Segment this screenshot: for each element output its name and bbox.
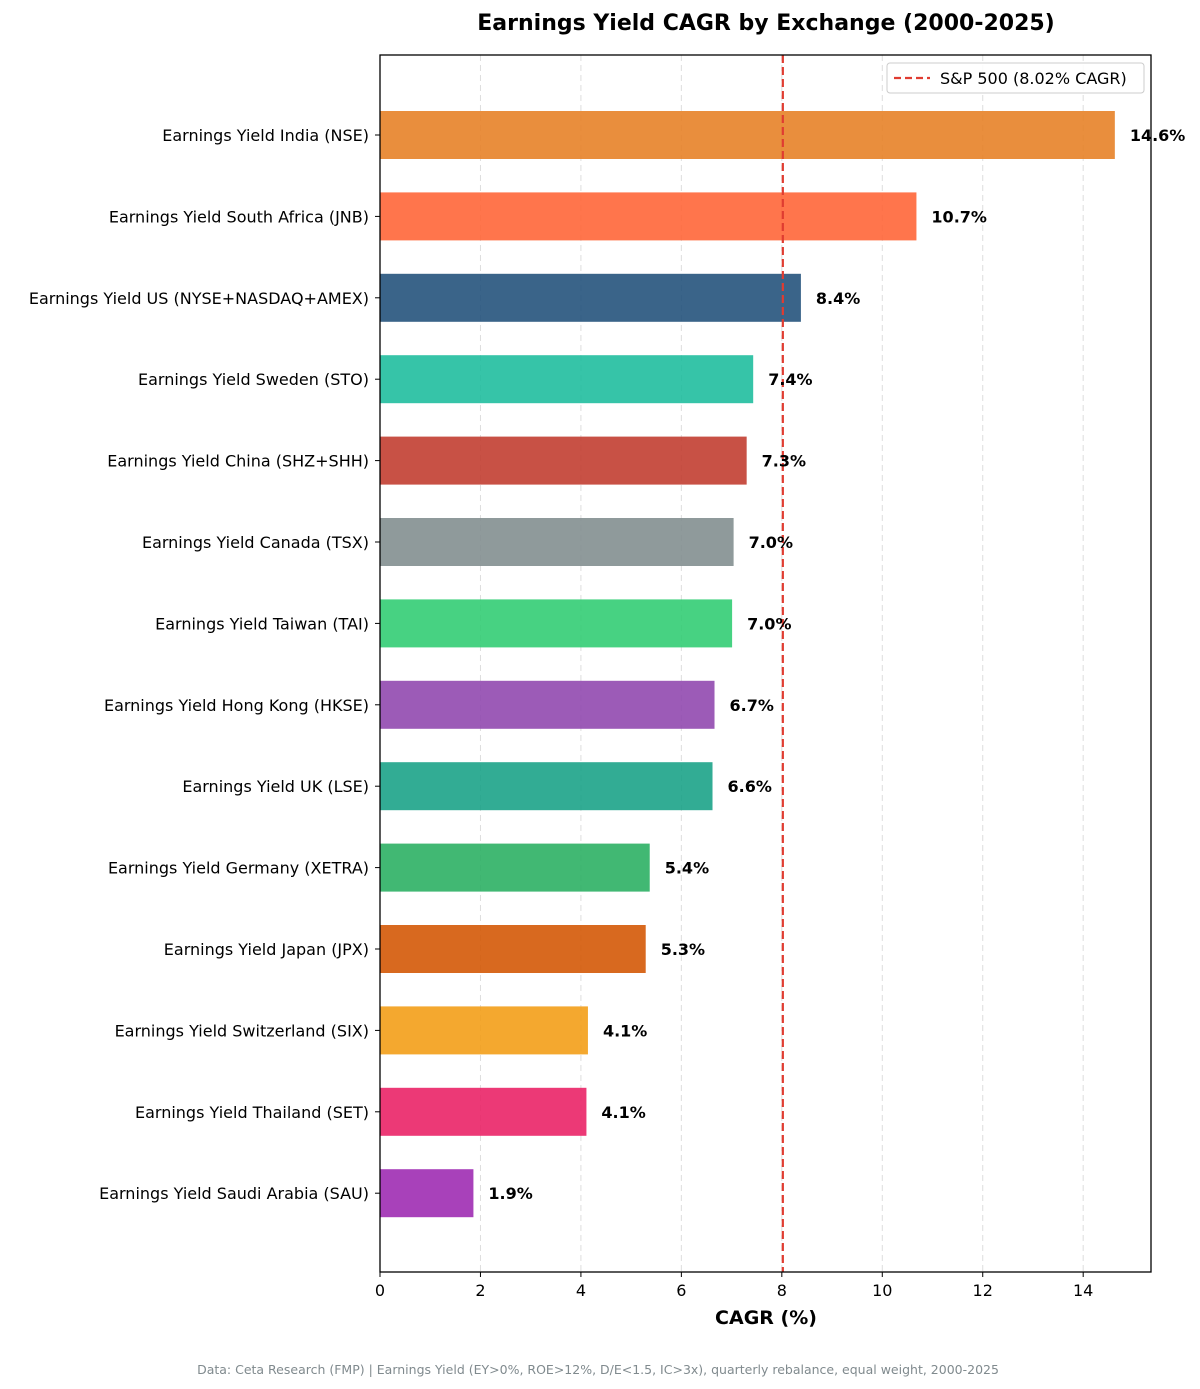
bar — [380, 762, 713, 811]
bar-value-label: 7.4% — [768, 370, 812, 389]
chart-title: Earnings Yield CAGR by Exchange (2000-20… — [477, 11, 1054, 36]
x-tick-label: 8 — [777, 1281, 787, 1300]
bar — [380, 436, 747, 485]
category-label: Earnings Yield Japan (JPX) — [164, 940, 369, 959]
category-label: Earnings Yield Germany (XETRA) — [108, 859, 369, 878]
bar-value-label: 8.4% — [816, 289, 860, 308]
x-axis-ticks: 0 2 4 6 8 10 12 14 — [375, 1272, 1093, 1300]
legend-box — [886, 62, 1145, 94]
bar — [380, 192, 917, 241]
x-tick-label: 10 — [872, 1281, 892, 1300]
category-label: Earnings Yield UK (LSE) — [182, 777, 369, 796]
x-axis-label: CAGR (%) — [715, 1307, 817, 1329]
bar-value-label: 7.0% — [747, 614, 791, 633]
x-tick-label: 14 — [1073, 1281, 1093, 1300]
bar-value-label: 7.3% — [762, 452, 806, 471]
category-label: Earnings Yield Canada (TSX) — [142, 533, 369, 552]
plot-frame — [379, 54, 1152, 1273]
category-label: Earnings Yield US (NYSE+NASDAQ+AMEX) — [29, 289, 369, 308]
bar-value-label: 4.1% — [603, 1021, 647, 1040]
category-labels: Earnings Yield India (NSE) Earnings Yield… — [29, 126, 380, 1203]
category-label: Earnings Yield Switzerland (SIX) — [115, 1021, 369, 1040]
bar-value-label: 6.6% — [728, 777, 772, 796]
bar-value-label: 5.4% — [665, 859, 709, 878]
category-label: Earnings Yield China (SHZ+SHH) — [107, 452, 369, 471]
bar — [380, 111, 1115, 159]
bar — [380, 680, 715, 729]
bar-value-label: 10.7% — [931, 207, 987, 226]
category-label: Earnings Yield South Africa (JNB) — [109, 207, 369, 226]
bar — [380, 273, 801, 322]
bar-value-label: 6.7% — [730, 696, 774, 715]
x-tick-label: 4 — [576, 1281, 586, 1300]
bar — [380, 518, 734, 566]
bar-value-label: 7.0% — [749, 533, 793, 552]
bar — [380, 1087, 587, 1136]
legend: S&P 500 (8.02% CAGR) — [886, 62, 1145, 94]
x-tick-label: 12 — [973, 1281, 993, 1300]
bar — [380, 925, 646, 973]
category-label: Earnings Yield Taiwan (TAI) — [155, 614, 369, 633]
bars — [380, 111, 1115, 1218]
x-tick-label: 6 — [676, 1281, 686, 1300]
legend-label: S&P 500 (8.02% CAGR) — [940, 69, 1127, 88]
bar — [380, 843, 650, 892]
bar-value-label: 1.9% — [488, 1184, 532, 1203]
x-tick-label: 2 — [475, 1281, 485, 1300]
category-label: Earnings Yield India (NSE) — [162, 126, 369, 145]
bar — [380, 1169, 474, 1218]
bar-value-label: 4.1% — [601, 1103, 645, 1122]
bar-value-label: 5.3% — [661, 940, 705, 959]
bar — [380, 1006, 588, 1055]
bar-value-label: 14.6% — [1130, 126, 1186, 145]
bar — [380, 599, 733, 648]
category-label: Earnings Yield Sweden (STO) — [138, 370, 369, 389]
bar — [380, 355, 754, 404]
value-labels: 14.6% 10.7% 8.4% 7.4% 7.3% 7.0% 7.0% 6.7% 6.6% 5.… — [488, 126, 1185, 1203]
footnote: Data: Ceta Research (FMP) | Earnings Yie… — [197, 1362, 999, 1377]
category-label: Earnings Yield Hong Kong (HKSE) — [104, 696, 369, 715]
category-label: Earnings Yield Saudi Arabia (SAU) — [99, 1184, 369, 1203]
x-tick-label: 0 — [375, 1281, 385, 1300]
category-label: Earnings Yield Thailand (SET) — [135, 1103, 369, 1122]
